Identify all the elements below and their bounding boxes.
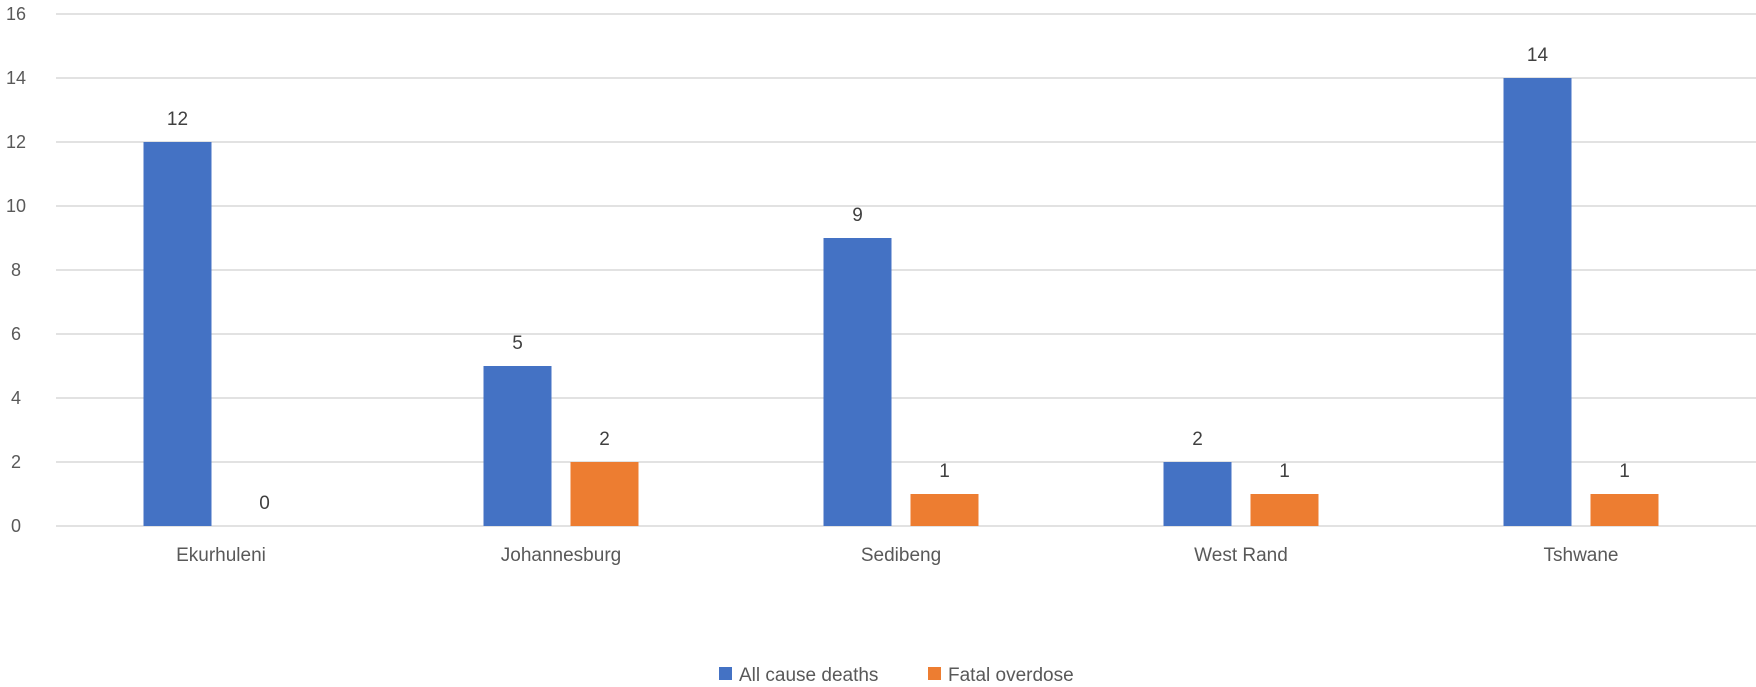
y-tick-label-16: 16 [6,4,26,24]
bars [143,78,1659,526]
bar-johannesburg-fatal-overdose [570,462,639,526]
y-axis-tick-labels: 0 2 4 6 8 10 12 14 16 [6,4,26,536]
data-label: 9 [852,205,863,226]
x-tick-label-tshwane: Tshwane [1544,545,1619,566]
y-tick-label-8: 8 [11,260,21,280]
bar-sedibeng-fatal-overdose [910,494,979,526]
y-tick-label-2: 2 [11,452,21,472]
bar-ekurhuleni-all-cause-deaths [143,142,212,526]
legend-label-all-cause-deaths: All cause deaths [739,665,878,686]
x-tick-label-west-rand: West Rand [1194,545,1288,566]
x-tick-label-ekurhuleni: Ekurhuleni [176,545,266,566]
legend-label-fatal-overdose: Fatal overdose [948,665,1074,686]
data-label: 12 [167,109,188,130]
y-tick-label-0: 0 [11,516,21,536]
y-tick-label-6: 6 [11,324,21,344]
y-tick-label-12: 12 [6,132,26,152]
x-axis-category-labels: Ekurhuleni Johannesburg Sedibeng West Rand T… [176,545,1618,566]
legend-swatch-fatal-overdose [928,667,941,680]
data-label: 2 [599,429,610,450]
data-label: 1 [1279,461,1290,482]
y-tick-label-14: 14 [6,68,26,88]
data-label: 1 [1619,461,1630,482]
x-tick-label-sedibeng: Sedibeng [861,545,941,566]
y-tick-label-10: 10 [6,196,26,216]
bar-west-rand-all-cause-deaths [1163,462,1232,526]
bar-sedibeng-all-cause-deaths [823,238,892,526]
y-tick-label-4: 4 [11,388,21,408]
data-label: 14 [1527,45,1549,66]
legend: All cause deaths Fatal overdose [719,665,1074,686]
bar-west-rand-fatal-overdose [1250,494,1319,526]
data-label: 1 [939,461,950,482]
bar-tshwane-all-cause-deaths [1503,78,1572,526]
legend-swatch-all-cause-deaths [719,667,732,680]
data-label: 0 [259,493,270,514]
gridlines [56,13,1756,527]
x-tick-label-johannesburg: Johannesburg [501,545,621,566]
data-label: 5 [512,333,523,354]
bar-johannesburg-all-cause-deaths [483,366,552,526]
bar-tshwane-fatal-overdose [1590,494,1659,526]
data-label: 2 [1192,429,1203,450]
